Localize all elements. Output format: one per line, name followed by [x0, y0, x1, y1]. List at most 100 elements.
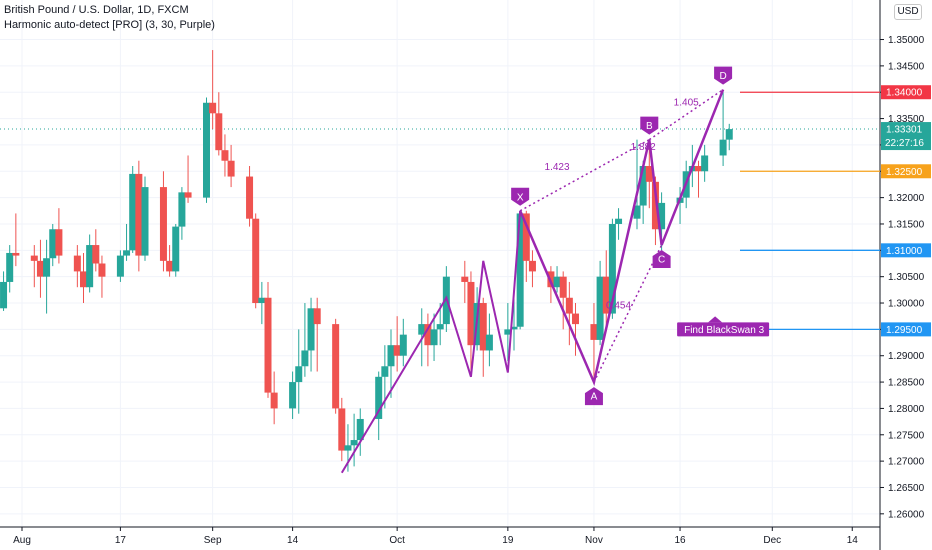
- candle-body: [203, 102, 210, 198]
- candle: [30, 245, 38, 288]
- candle: [479, 297, 487, 377]
- pattern-ratio-line: [593, 244, 663, 383]
- pattern-point-d: D: [714, 66, 733, 85]
- x-tick-label: 14: [287, 535, 299, 546]
- candle: [252, 213, 260, 309]
- candle-body: [602, 276, 610, 314]
- candle-body: [116, 255, 124, 277]
- candle-body: [30, 255, 38, 261]
- candle: [98, 255, 106, 298]
- candle-body: [615, 218, 623, 224]
- candle-body: [215, 113, 223, 151]
- candle-body: [49, 229, 57, 259]
- candle: [485, 313, 493, 367]
- candle-body: [528, 260, 536, 272]
- candle: [424, 313, 432, 367]
- candle: [86, 234, 94, 293]
- candle: [55, 208, 63, 264]
- candle-body: [701, 155, 709, 172]
- candle: [246, 166, 254, 227]
- candle-body: [510, 326, 518, 330]
- candle: [301, 303, 309, 377]
- candle: [430, 313, 438, 361]
- candle: [227, 144, 235, 188]
- candle: [516, 210, 524, 330]
- level-price-label: 1.29500: [886, 325, 923, 336]
- pattern-point-c: C: [652, 250, 671, 269]
- candle-body: [399, 334, 407, 356]
- candle: [129, 166, 137, 253]
- candle-body: [264, 297, 272, 393]
- candle: [436, 303, 444, 346]
- candle-body: [98, 263, 106, 277]
- y-tick-label: 1.28000: [888, 404, 925, 415]
- candle: [467, 271, 475, 377]
- candle-body: [159, 187, 167, 261]
- candle-body: [344, 445, 352, 451]
- candle-body: [559, 276, 567, 298]
- candle-body: [141, 187, 149, 256]
- x-axis: Aug 17 Sep 14 Oct 19 Nov 16 Dec 14: [13, 527, 858, 546]
- level-lines: 1.34000 1.32500 1.31000 1.29500: [740, 85, 931, 337]
- candle: [221, 134, 229, 177]
- candle-body: [590, 324, 598, 340]
- candle-body: [0, 281, 8, 309]
- candle: [178, 187, 186, 240]
- pattern-point-b: B: [640, 116, 659, 135]
- pattern-point-a: A: [584, 387, 603, 406]
- candle-body: [658, 202, 666, 230]
- candle-body: [645, 166, 653, 182]
- candle-body: [553, 276, 561, 288]
- candle: [338, 397, 346, 462]
- candle-body: [375, 376, 383, 419]
- candle: [590, 303, 598, 383]
- candle: [6, 245, 14, 293]
- level-price-tag: [881, 243, 931, 258]
- candle: [159, 171, 167, 272]
- candle: [166, 245, 174, 277]
- candle: [350, 413, 358, 467]
- last-price-label: 1.33301: [886, 125, 923, 136]
- candle-body: [418, 324, 426, 335]
- level-price-tag: [881, 164, 931, 179]
- ratio-label: 1.405: [674, 97, 699, 108]
- y-tick-label: 1.34500: [888, 61, 925, 72]
- y-tick-label: 1.35000: [888, 35, 925, 46]
- pattern-point-marker: [714, 66, 733, 85]
- candle: [565, 281, 573, 346]
- candle-body: [725, 129, 733, 140]
- candle: [209, 50, 217, 130]
- x-tick-label: Dec: [763, 535, 781, 546]
- candle: [289, 371, 297, 419]
- pattern-point-marker: [652, 250, 671, 269]
- y-tick-label: 1.26000: [888, 509, 925, 520]
- candle-body: [270, 392, 278, 409]
- x-tick-label: Oct: [389, 535, 405, 546]
- candle: [572, 303, 579, 356]
- candle: [461, 260, 469, 304]
- candle: [559, 271, 567, 330]
- harmonic-zigzag: [340, 210, 522, 474]
- candle-body: [516, 213, 524, 327]
- candle-body: [209, 102, 217, 114]
- annotation-text: Find BlackSwan 3: [684, 325, 764, 336]
- candle: [43, 239, 51, 314]
- candle: [172, 223, 180, 277]
- candle-body: [135, 173, 143, 256]
- candle-body: [639, 166, 647, 206]
- candle-body: [332, 324, 340, 409]
- candle-body: [6, 252, 14, 282]
- candle-body: [73, 255, 81, 272]
- candle-body: [381, 366, 389, 377]
- candle-body: [86, 245, 94, 288]
- symbol-title[interactable]: British Pound / U.S. Dollar, 1D, FXCM: [4, 4, 189, 16]
- candle: [381, 345, 389, 409]
- indicator-label[interactable]: Harmonic auto-detect [PRO] (3, 30, Purpl…: [4, 19, 215, 31]
- currency-button[interactable]: USD: [894, 4, 922, 20]
- candle-body: [479, 303, 487, 351]
- candle-body: [184, 192, 192, 198]
- candle: [141, 176, 149, 261]
- candle-body: [43, 258, 51, 277]
- candle: [270, 371, 278, 425]
